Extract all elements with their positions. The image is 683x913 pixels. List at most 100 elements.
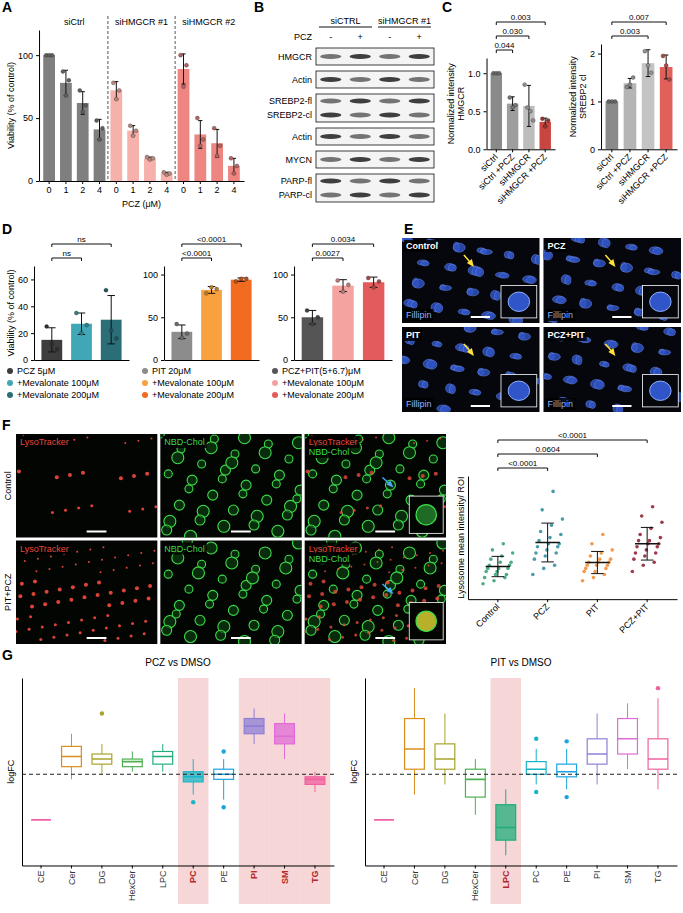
lyso-dot <box>437 584 441 588</box>
lyso-dot <box>396 603 400 607</box>
y-axis-line <box>601 45 602 150</box>
nbd-cell <box>393 520 403 530</box>
lyso-dot <box>429 552 431 554</box>
outlier <box>564 795 568 799</box>
y-tick: 60 <box>18 275 34 285</box>
lyso-dot <box>120 601 124 605</box>
image-title: Control <box>406 241 438 251</box>
point <box>85 323 89 327</box>
marks <box>22 708 334 819</box>
box <box>31 819 51 820</box>
protein-label: PARP-cl <box>279 190 312 200</box>
micrograph: PITFillipin <box>396 323 544 413</box>
point <box>168 171 172 175</box>
cells <box>162 541 302 645</box>
blot-strip <box>316 94 434 122</box>
channel-label: NBD-Chol <box>164 437 205 447</box>
lyso-dot <box>426 440 428 442</box>
lyso-dot <box>413 442 415 444</box>
image-background <box>402 238 540 323</box>
nbd-cell <box>424 562 436 574</box>
channel-label: LysoTracker <box>309 437 358 447</box>
x-tick-mark <box>101 865 102 868</box>
box <box>122 759 142 767</box>
bar <box>540 122 551 149</box>
error-bar <box>64 70 68 95</box>
x-tick: siHMGCR +PCZ <box>495 149 549 205</box>
y-tick: 0 <box>23 355 34 365</box>
whisker-low <box>657 769 658 789</box>
point <box>95 119 99 123</box>
lyso-dot <box>316 628 319 631</box>
significance-bracket <box>312 244 373 247</box>
group-label: siHMGCR #1 <box>115 17 168 27</box>
x-tick-mark <box>200 181 201 184</box>
whisker-high <box>597 713 598 738</box>
band <box>379 178 400 183</box>
whisker-high <box>444 713 445 743</box>
lyso-dot <box>369 619 372 622</box>
row-label: Control <box>3 471 13 500</box>
lyso-dot <box>152 562 154 564</box>
y-axis <box>22 679 23 866</box>
x-tick-mark <box>497 599 498 602</box>
whisker-high <box>162 744 163 752</box>
legend-marker <box>272 380 278 386</box>
y-axis: 050100 <box>143 267 165 366</box>
error-cap <box>541 523 554 524</box>
cell <box>602 239 610 248</box>
x-tick-mark <box>193 865 194 868</box>
nbd-cell <box>317 610 325 618</box>
cells <box>16 545 155 642</box>
band <box>350 54 371 59</box>
point <box>50 53 54 57</box>
whisker-low <box>132 767 133 772</box>
panel-letter: A <box>2 0 12 15</box>
lyso-dot <box>332 602 336 606</box>
nbd-cell <box>195 615 205 625</box>
cell <box>653 248 663 255</box>
channel-label: LysoTracker <box>309 544 358 554</box>
y-axis-line <box>294 267 295 361</box>
whisker-high <box>71 734 72 747</box>
arrow-head <box>608 259 615 267</box>
nbd-cell <box>218 575 226 583</box>
nbd-cell <box>218 475 226 483</box>
x-tick-label: 4 <box>164 185 169 195</box>
band <box>350 178 371 183</box>
stain-label: Fillipin <box>406 399 432 409</box>
point <box>606 563 610 567</box>
p-value: 0.007 <box>629 13 650 22</box>
y-tick-mark <box>484 111 487 112</box>
band <box>379 134 400 139</box>
whisker-low <box>536 774 537 784</box>
lyso-dot <box>79 631 82 634</box>
error-cap <box>178 324 185 325</box>
cell <box>548 353 560 360</box>
lyso-dot <box>359 585 363 589</box>
nbd-cell <box>393 620 403 630</box>
x-tick-label: TG <box>653 870 663 883</box>
significance-bracket <box>498 454 598 457</box>
median <box>62 756 82 758</box>
legend-marker <box>7 392 13 398</box>
x-axis: CECerDGHexCerLPCPCPEPISMTG <box>23 865 335 901</box>
lyso-dot <box>132 474 136 478</box>
nbd-cell <box>162 525 172 535</box>
point <box>98 137 102 141</box>
nbd-cell <box>403 447 415 459</box>
point <box>655 545 659 549</box>
lyso-dot <box>337 568 339 570</box>
lyso-dot <box>322 579 326 583</box>
whisker-high <box>254 708 255 718</box>
y-tick-label: 0 <box>28 176 33 186</box>
inset-cell <box>416 505 436 525</box>
y-tick-mark <box>291 360 294 361</box>
inset-cell <box>508 381 529 400</box>
x-tick-mark <box>82 181 83 184</box>
label-patch <box>546 329 587 341</box>
band <box>350 77 371 82</box>
median <box>587 753 607 755</box>
whisker-high <box>132 751 133 759</box>
point <box>201 137 205 141</box>
